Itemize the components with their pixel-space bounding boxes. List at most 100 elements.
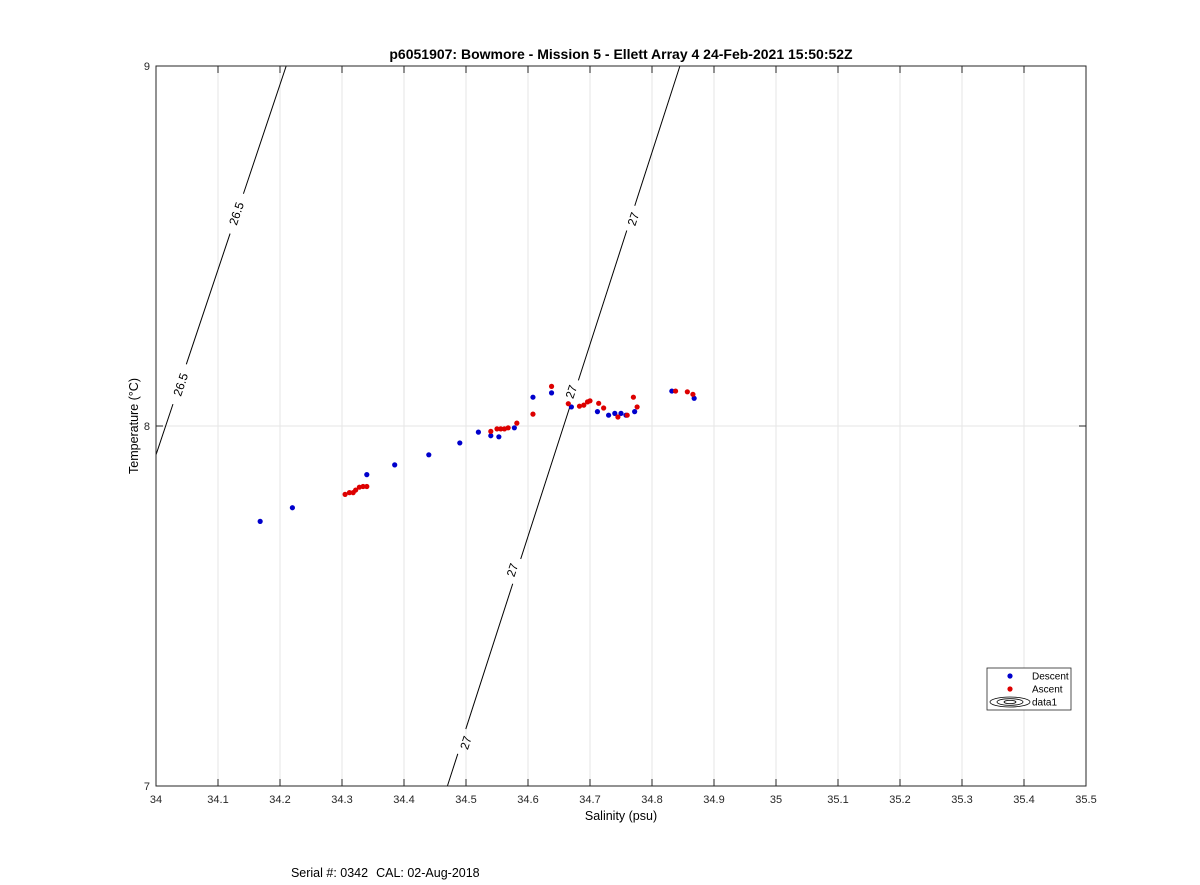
ascent-point xyxy=(615,414,621,420)
descent-point xyxy=(691,395,697,401)
ascent-series xyxy=(342,383,696,497)
contour-line-26.5 xyxy=(155,403,174,455)
legend-label: data1 xyxy=(1032,698,1057,709)
ascent-point xyxy=(596,400,602,406)
contour-line-27 xyxy=(577,230,628,381)
descent-point xyxy=(548,390,555,396)
descent-point xyxy=(289,505,295,511)
ascent-point xyxy=(353,487,359,493)
x-tick-label: 35.1 xyxy=(827,794,848,806)
descent-point xyxy=(511,425,517,431)
x-tick-label: 34.6 xyxy=(517,794,538,806)
ascent-point xyxy=(587,398,593,404)
legend-contour-icon xyxy=(989,696,1031,708)
descent-series xyxy=(257,388,697,525)
legend-contour-icon xyxy=(996,698,1024,706)
descent-point xyxy=(392,462,398,468)
contour-line-26.5 xyxy=(185,233,231,365)
legend-marker-descent xyxy=(1007,673,1013,679)
descent-point xyxy=(496,434,502,440)
serial-number: Serial #: 0342 xyxy=(290,866,369,880)
grid-lines xyxy=(156,66,1086,786)
contour-label: 27 xyxy=(563,383,581,400)
calibration-date: CAL: 02-Aug-2018 xyxy=(376,866,480,880)
ascent-point xyxy=(514,420,520,426)
x-tick-label: 35 xyxy=(770,794,782,806)
ascent-point xyxy=(360,483,366,490)
ascent-point xyxy=(624,412,630,418)
x-tick-label: 34.3 xyxy=(331,794,352,806)
data-points xyxy=(257,383,697,525)
ascent-point xyxy=(548,383,555,389)
ascent-point xyxy=(601,405,607,411)
descent-point xyxy=(669,388,675,394)
x-tick-label: 34.2 xyxy=(269,794,290,806)
y-tick-label: 8 xyxy=(144,421,150,433)
ascent-point xyxy=(342,491,348,497)
descent-point xyxy=(594,409,601,415)
contour-label: 27 xyxy=(457,734,475,751)
descent-point xyxy=(632,409,638,415)
ascent-point xyxy=(488,428,494,434)
x-tick-label: 34.9 xyxy=(703,794,724,806)
y-tick-label: 7 xyxy=(144,781,150,793)
legend-box xyxy=(986,667,1072,711)
descent-point xyxy=(530,394,536,400)
contour-line-27 xyxy=(465,583,514,730)
ascent-point xyxy=(576,403,583,409)
x-tick-label: 34.4 xyxy=(393,794,414,806)
contour-label: 26.5 xyxy=(226,200,247,227)
legend-label: Descent xyxy=(1032,672,1069,683)
x-tick-label: 35.4 xyxy=(1013,794,1034,806)
contour-line-27 xyxy=(520,404,571,560)
descent-point xyxy=(475,429,481,435)
descent-point xyxy=(618,410,624,416)
descent-point xyxy=(568,404,575,410)
contour-line-26.5 xyxy=(242,65,287,194)
descent-point xyxy=(606,412,612,418)
descent-point xyxy=(364,472,370,478)
ascent-point xyxy=(494,426,500,432)
legend-contour-icon xyxy=(1003,700,1017,705)
descent-point xyxy=(457,440,463,446)
ascent-point xyxy=(672,388,679,394)
ascent-point xyxy=(498,426,504,432)
chart-title: p6051907: Bowmore - Mission 5 - Ellett A… xyxy=(389,46,853,62)
descent-point xyxy=(426,452,432,458)
descent-point xyxy=(257,518,263,525)
contour-line-27 xyxy=(446,753,459,787)
contour-label: 27 xyxy=(625,210,643,227)
contour-label: 26.5 xyxy=(170,371,191,398)
ascent-point xyxy=(690,391,696,397)
ascent-point xyxy=(364,483,370,490)
x-tick-label: 34.5 xyxy=(455,794,476,806)
legend-marker-ascent xyxy=(1007,686,1013,692)
x-tick-label: 35.2 xyxy=(889,794,910,806)
x-tick-label: 34.8 xyxy=(641,794,662,806)
ascent-point xyxy=(505,425,511,431)
y-axis-label: Temperature (°C) xyxy=(127,378,141,474)
x-tick-label: 34.7 xyxy=(579,794,600,806)
x-tick-label: 35.3 xyxy=(951,794,972,806)
x-tick-label: 34.1 xyxy=(207,794,228,806)
ascent-point xyxy=(565,401,571,407)
x-axis-label: Salinity (psu) xyxy=(585,809,657,823)
density-contours: 26.5 26.5 27 27 27 27 xyxy=(155,65,681,787)
contour-label: 27 xyxy=(504,561,522,578)
legend-label: Ascent xyxy=(1032,685,1063,696)
ascent-point xyxy=(634,404,640,410)
x-tick-label: 34 xyxy=(150,794,162,806)
axis-ticks: 34 34.1 34.2 34.3 34.4 34.5 34.6 34.7 34.8 34.9 35… xyxy=(144,61,1097,806)
ascent-point xyxy=(530,411,536,417)
descent-point xyxy=(612,410,618,416)
ascent-point xyxy=(581,402,587,408)
legend: Descent Ascent data1 xyxy=(986,667,1072,711)
y-tick-label: 9 xyxy=(144,61,150,73)
descent-point xyxy=(488,433,494,439)
ascent-point xyxy=(630,394,637,400)
ascent-point xyxy=(346,490,353,496)
x-tick-label: 35.5 xyxy=(1075,794,1096,806)
contour-line-27 xyxy=(634,65,681,206)
ascent-point xyxy=(684,389,690,395)
